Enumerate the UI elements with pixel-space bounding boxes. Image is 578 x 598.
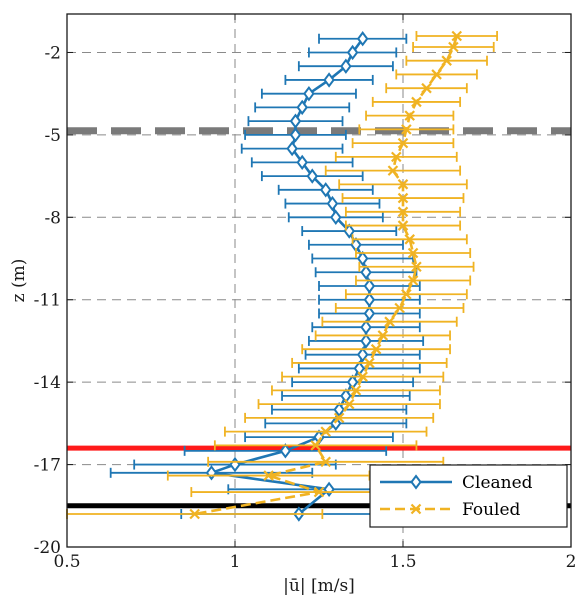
data-point-diamond <box>363 292 376 308</box>
data-point-x <box>404 110 415 121</box>
data-point-diamond <box>360 264 372 280</box>
data-point-x <box>407 247 419 259</box>
data-point-diamond <box>229 456 241 473</box>
data-point-x <box>441 55 452 66</box>
data-point-x <box>411 96 422 108</box>
data-point-x <box>407 275 419 286</box>
y-axis-label: z (m) <box>9 259 29 303</box>
x-tick-label: 2 <box>566 552 577 572</box>
data-point-x <box>189 508 200 520</box>
data-point-diamond <box>356 347 369 363</box>
x-tick-label: 1 <box>230 552 241 572</box>
y-tick-label: -20 <box>34 538 61 558</box>
data-point-x <box>310 440 321 451</box>
legend: Cleaned Fouled <box>369 464 568 528</box>
y-tick-label: -14 <box>34 373 61 393</box>
data-point-x <box>397 137 409 149</box>
data-point-x <box>343 398 355 410</box>
data-point-x <box>401 124 412 135</box>
series-line <box>194 35 459 516</box>
data-point-x <box>333 412 345 424</box>
data-point-x <box>401 288 412 300</box>
plot-frame <box>66 13 572 548</box>
y-tick-label: -11 <box>34 291 61 311</box>
data-point-x <box>357 371 368 382</box>
data-point-x <box>448 41 459 53</box>
data-point-diamond <box>319 182 332 198</box>
data-point-diamond <box>346 44 359 61</box>
legend-marker <box>410 503 422 515</box>
legend-label: Cleaned <box>462 473 533 493</box>
data-point-diamond <box>286 140 298 157</box>
data-point-x <box>350 385 362 396</box>
legend-marker <box>410 474 422 490</box>
data-series <box>66 30 498 522</box>
legend-label: Fouled <box>462 500 521 520</box>
legend-box <box>369 464 568 528</box>
data-point-x <box>384 316 395 327</box>
data-point-x <box>394 302 405 314</box>
data-point-diamond <box>363 278 376 294</box>
y-tick-label: -5 <box>44 126 61 146</box>
data-point-x <box>421 82 432 94</box>
data-point-x <box>397 220 409 231</box>
data-point-diamond <box>289 127 302 143</box>
data-point-diamond <box>356 250 369 267</box>
data-point-x <box>370 343 382 355</box>
data-point-diamond <box>296 99 308 116</box>
data-point-diamond <box>330 209 342 225</box>
data-point-x <box>397 179 409 190</box>
data-point-x <box>451 30 463 42</box>
legend-entry-cleaned: Cleaned <box>380 473 533 493</box>
data-point-diamond <box>356 31 369 47</box>
data-point-x <box>411 261 422 273</box>
data-point-diamond <box>363 305 376 322</box>
data-point-x <box>397 192 409 204</box>
x-tick-label: 1.5 <box>389 552 416 572</box>
y-tick-label: -8 <box>44 208 61 228</box>
data-point-diamond <box>289 113 302 129</box>
data-point-x <box>364 357 375 369</box>
y-tick-label: -2 <box>44 43 61 63</box>
legend-entry-fouled: Fouled <box>380 500 521 520</box>
data-point-x <box>431 69 442 80</box>
data-point-x <box>387 165 399 176</box>
data-point-x <box>377 330 389 341</box>
data-point-diamond <box>333 401 345 418</box>
data-point-x <box>397 206 409 218</box>
x-tick-label: 0.5 <box>53 552 80 572</box>
data-point-diamond <box>360 319 372 335</box>
data-point-diamond <box>306 168 319 184</box>
data-point-diamond <box>323 72 335 88</box>
data-point-diamond <box>303 86 315 102</box>
axis-ticks: 0.5 1 1.5 2 -20 -17 -14 -11 -8 -5 -2 <box>34 14 577 572</box>
y-tick-label: -17 <box>34 456 61 476</box>
data-point-x <box>313 486 325 498</box>
data-point-diamond <box>205 465 218 481</box>
data-point-diamond <box>340 58 352 74</box>
data-point-diamond <box>360 333 372 349</box>
data-point-x <box>391 151 402 163</box>
data-point-diamond <box>296 154 308 171</box>
data-point-x <box>320 456 331 468</box>
data-point-x <box>320 426 331 437</box>
data-point-x <box>404 234 415 245</box>
series-fouled <box>66 30 498 520</box>
data-point-x <box>263 470 274 481</box>
data-point-diamond <box>326 195 339 212</box>
x-axis-label: |ū| [m/s] <box>283 576 355 596</box>
data-point-diamond <box>279 443 292 459</box>
